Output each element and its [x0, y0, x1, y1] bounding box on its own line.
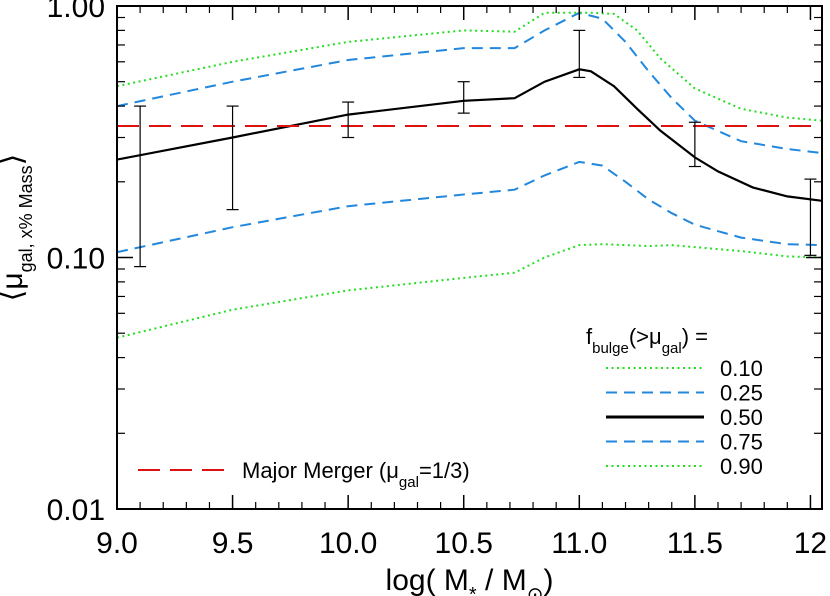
x-tick-label-6: 12	[794, 527, 827, 560]
legend-label-2: 0.50	[720, 405, 763, 430]
legend-label-0: 0.10	[720, 356, 763, 381]
error-bar-4	[573, 29, 586, 79]
series-line-1	[117, 160, 822, 254]
y-tick-label-2: 1.00	[47, 0, 105, 24]
y-tick-label-0: 0.01	[47, 494, 105, 527]
error-bar-3	[457, 81, 470, 114]
series-line-3	[117, 11, 822, 155]
legend-entry-3: 0.75	[606, 430, 763, 455]
series-line-0	[117, 243, 822, 339]
x-tick-label-1: 9.5	[212, 527, 254, 560]
legend-label-3: 0.75	[720, 430, 763, 455]
series-line-4	[117, 11, 822, 122]
x-tick-label-5: 11.5	[667, 527, 723, 560]
reference-line-legend: Major Merger (μgal=1/3)	[138, 458, 470, 491]
error-bar-2	[342, 101, 355, 139]
error-bar-1	[226, 105, 239, 211]
error-bar-0	[134, 105, 147, 268]
legend: fbulge(>μgal) = 0.100.250.500.750.90	[586, 324, 763, 479]
error-bar-6	[804, 178, 817, 256]
y-tick-label-1: 0.10	[47, 243, 105, 276]
reference-line-legend-label: Major Merger (μgal=1/3)	[242, 458, 470, 491]
y-axis-label: ⟨μgal, x% Mass⟩	[0, 154, 36, 302]
series-layer	[117, 11, 822, 339]
x-tick-label-2: 10.0	[319, 527, 377, 560]
x-tick-label-4: 11.0	[551, 527, 607, 560]
legend-label-1: 0.25	[720, 381, 763, 406]
errorbar-layer	[134, 29, 817, 268]
legend-entry-1: 0.25	[606, 381, 763, 406]
legend-entry-0: 0.10	[606, 356, 763, 381]
x-tick-label-3: 10.5	[435, 527, 493, 560]
legend-entry-4: 0.90	[606, 454, 763, 479]
legend-entry-2: 0.50	[606, 405, 763, 430]
ticks-layer: 9.0 9.5 10.0 10.5 11.0 11.5 12 0.01 0.10 1.00	[47, 0, 828, 560]
legend-title: fbulge(>μgal) =	[586, 324, 708, 357]
x-tick-label-0: 9.0	[96, 527, 138, 560]
series-line-2	[117, 68, 822, 202]
legend-label-4: 0.90	[720, 454, 763, 479]
error-bar-5	[688, 121, 701, 168]
x-axis-label: log( M* / M⊙)	[386, 564, 554, 596]
